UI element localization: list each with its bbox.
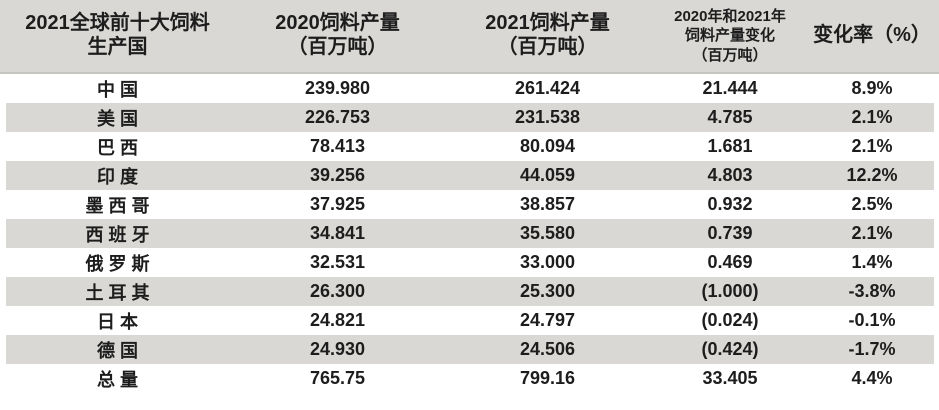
table-row: 日 本 24.821 24.797 (0.024) -0.1% [0, 306, 939, 335]
cell-y2020: 32.531 [309, 252, 366, 272]
cell-y2021: 24.506 [440, 335, 655, 364]
cell-change: (1.000) [655, 277, 805, 306]
col-header-change: 2020年和2021年 饲料产量变化 （百万吨） [655, 0, 805, 74]
total-cell-change: 33.405 [655, 364, 805, 393]
cell-y2020: 24.821 [309, 310, 366, 330]
col-header-change-rate-line1: 变化率（%） [813, 24, 931, 47]
cell-y2021: 33.000 [519, 252, 576, 272]
cell-y2020: 226.753 [235, 103, 440, 132]
table-row: 印 度 39.256 44.059 4.803 12.2% [0, 161, 939, 190]
cell-y2020: 39.256 [235, 161, 440, 190]
cell-country: 美 国 [0, 103, 235, 132]
cell-change: 0.469 [707, 252, 753, 272]
cell-y2020: 78.413 [309, 136, 366, 156]
cell-rate: 2.1% [805, 219, 939, 248]
cell-country: 中 国 [96, 79, 138, 100]
cell-y2020: 26.300 [235, 277, 440, 306]
col-header-production-2020-line1: 2020饲料产量 [275, 12, 400, 35]
cell-y2021: 38.857 [519, 194, 576, 214]
cell-change: (0.424) [655, 335, 805, 364]
table-row: 土 耳 其 26.300 25.300 (1.000) -3.8% [0, 277, 939, 306]
table-body: 中 国 239.980 261.424 21.444 8.9% 美 国 226.753 231… [0, 73, 939, 393]
cell-rate: 12.2% [805, 161, 939, 190]
total-cell-y2021: 799.16 [440, 364, 655, 393]
cell-rate: -3.8% [805, 277, 939, 306]
cell-change: 4.785 [655, 103, 805, 132]
cell-y2021: 80.094 [519, 136, 576, 156]
table-row: 美 国 226.753 231.538 4.785 2.1% [0, 103, 939, 132]
cell-change: (0.024) [701, 310, 759, 330]
col-header-production-2021-line2: （百万吨） [497, 36, 598, 58]
total-cell-rate: 4.4% [805, 364, 939, 393]
cell-y2021: 24.797 [519, 310, 576, 330]
cell-country: 西 班 牙 [0, 219, 235, 248]
col-header-change-line2: 饲料产量变化 [684, 27, 775, 45]
table-header: 2021全球前十大饲料 生产国 2020饲料产量 （百万吨） 2021饲料产量 … [0, 0, 939, 74]
cell-y2021: 35.580 [440, 219, 655, 248]
cell-change: 0.739 [655, 219, 805, 248]
cell-y2020: 239.980 [304, 78, 371, 98]
cell-change: 21.444 [702, 78, 758, 98]
cell-country: 日 本 [96, 311, 138, 332]
col-header-change-line1: 2020年和2021年 [674, 7, 786, 25]
col-header-country-line1: 2021全球前十大饲料 [25, 12, 210, 35]
total-cell-country: 总 量 [0, 364, 235, 393]
cell-y2020: 24.930 [235, 335, 440, 364]
col-header-change-rate: 变化率（%） [805, 0, 939, 74]
cell-y2021: 231.538 [440, 103, 655, 132]
cell-country: 俄 罗 斯 [85, 253, 150, 274]
cell-y2020: 37.925 [309, 194, 366, 214]
cell-country: 德 国 [0, 335, 235, 364]
cell-y2021: 261.424 [514, 78, 581, 98]
cell-change: 1.681 [707, 136, 753, 156]
cell-rate: 8.9% [851, 78, 893, 98]
cell-y2021: 44.059 [440, 161, 655, 190]
cell-rate: -0.1% [848, 310, 896, 330]
cell-country: 墨 西 哥 [85, 195, 150, 216]
total-row: 总 量 765.75 799.16 33.405 4.4% [0, 364, 939, 393]
col-header-country-line2: 生产国 [87, 36, 148, 58]
cell-rate: -1.7% [805, 335, 939, 364]
col-header-production-2020-line2: （百万吨） [287, 36, 388, 58]
cell-country: 土 耳 其 [0, 277, 235, 306]
col-header-production-2021-line1: 2021饲料产量 [485, 12, 610, 35]
cell-country: 印 度 [0, 161, 235, 190]
total-cell-y2020: 765.75 [235, 364, 440, 393]
cell-rate: 1.4% [851, 252, 893, 272]
header-row: 2021全球前十大饲料 生产国 2020饲料产量 （百万吨） 2021饲料产量 … [0, 0, 939, 74]
cell-change: 0.932 [707, 194, 753, 214]
table-row: 中 国 239.980 261.424 21.444 8.9% [0, 73, 939, 103]
cell-y2020: 34.841 [235, 219, 440, 248]
table-row: 墨 西 哥 37.925 38.857 0.932 2.5% [0, 190, 939, 219]
table-row: 德 国 24.930 24.506 (0.424) -1.7% [0, 335, 939, 364]
col-header-country: 2021全球前十大饲料 生产国 [0, 0, 235, 74]
cell-rate: 2.1% [851, 136, 893, 156]
cell-rate: 2.1% [805, 103, 939, 132]
col-header-production-2020: 2020饲料产量 （百万吨） [235, 0, 440, 74]
table-row: 西 班 牙 34.841 35.580 0.739 2.1% [0, 219, 939, 248]
cell-y2021: 25.300 [440, 277, 655, 306]
table-row: 巴 西 78.413 80.094 1.681 2.1% [0, 132, 939, 161]
cell-change: 4.803 [655, 161, 805, 190]
col-header-production-2021: 2021饲料产量 （百万吨） [440, 0, 655, 74]
table-row: 俄 罗 斯 32.531 33.000 0.469 1.4% [0, 248, 939, 277]
cell-country: 巴 西 [96, 137, 138, 158]
col-header-change-line3: （百万吨） [692, 46, 768, 64]
cell-rate: 2.5% [851, 194, 893, 214]
feed-production-table: 2021全球前十大饲料 生产国 2020饲料产量 （百万吨） 2021饲料产量 … [0, 0, 939, 393]
